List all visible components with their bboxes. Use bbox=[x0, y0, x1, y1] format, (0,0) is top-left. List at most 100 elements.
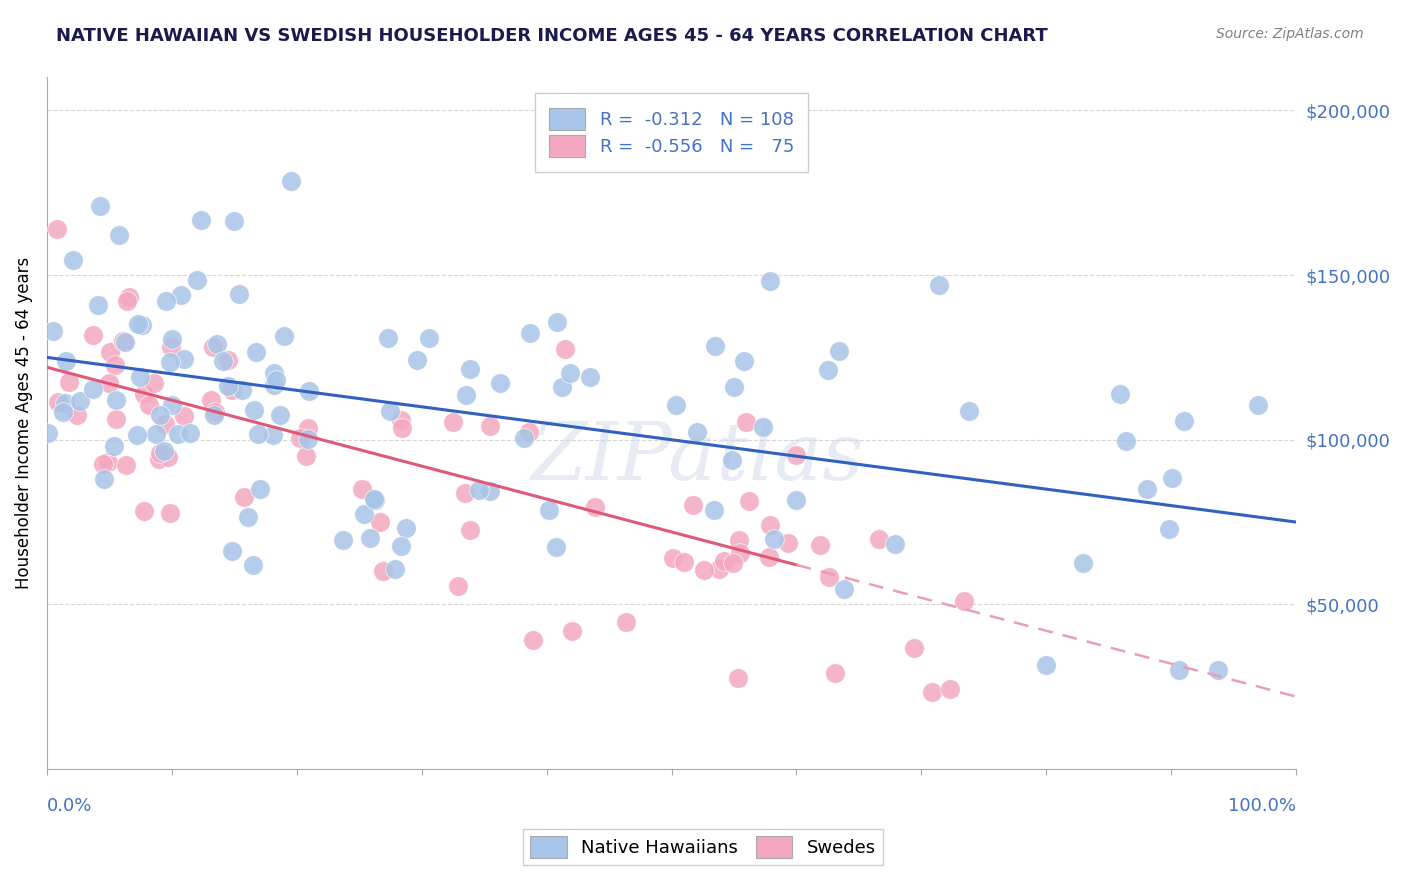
Point bbox=[489, 376, 512, 390]
Point bbox=[758, 549, 780, 564]
Point bbox=[373, 564, 395, 578]
Point bbox=[406, 353, 429, 368]
Point bbox=[160, 340, 183, 354]
Point bbox=[454, 388, 477, 402]
Point bbox=[703, 502, 725, 516]
Point bbox=[364, 493, 387, 508]
Text: ZIPatlas: ZIPatlas bbox=[530, 419, 863, 497]
Point bbox=[149, 445, 172, 459]
Point bbox=[832, 582, 855, 596]
Point bbox=[391, 420, 413, 434]
Point bbox=[1173, 414, 1195, 428]
Legend: Native Hawaiians, Swedes: Native Hawaiians, Swedes bbox=[523, 829, 883, 865]
Point bbox=[537, 503, 560, 517]
Point bbox=[62, 253, 84, 268]
Point bbox=[243, 403, 266, 417]
Point bbox=[173, 409, 195, 423]
Point bbox=[246, 427, 269, 442]
Point bbox=[554, 342, 576, 356]
Point bbox=[103, 439, 125, 453]
Point bbox=[297, 420, 319, 434]
Point bbox=[155, 417, 177, 431]
Point bbox=[952, 594, 974, 608]
Point bbox=[561, 624, 583, 639]
Point bbox=[145, 426, 167, 441]
Point bbox=[721, 556, 744, 570]
Point bbox=[55, 354, 77, 368]
Point bbox=[205, 336, 228, 351]
Point bbox=[217, 353, 239, 368]
Point bbox=[156, 450, 179, 465]
Point bbox=[730, 546, 752, 560]
Point bbox=[231, 383, 253, 397]
Point bbox=[221, 384, 243, 398]
Point bbox=[280, 174, 302, 188]
Point bbox=[166, 427, 188, 442]
Point bbox=[298, 384, 321, 398]
Point bbox=[478, 419, 501, 434]
Point bbox=[350, 482, 373, 496]
Point bbox=[200, 392, 222, 407]
Point bbox=[160, 399, 183, 413]
Point bbox=[1108, 387, 1130, 401]
Point bbox=[662, 551, 685, 566]
Point bbox=[458, 523, 481, 537]
Point bbox=[212, 354, 235, 368]
Point bbox=[266, 372, 288, 386]
Point bbox=[928, 277, 950, 292]
Point bbox=[108, 228, 131, 243]
Point bbox=[115, 294, 138, 309]
Point bbox=[817, 363, 839, 377]
Point bbox=[232, 490, 254, 504]
Point bbox=[522, 632, 544, 647]
Point bbox=[221, 543, 243, 558]
Point bbox=[69, 394, 91, 409]
Point bbox=[378, 404, 401, 418]
Point bbox=[1135, 482, 1157, 496]
Point bbox=[236, 510, 259, 524]
Point bbox=[727, 671, 749, 685]
Point bbox=[58, 375, 80, 389]
Point bbox=[138, 398, 160, 412]
Point bbox=[519, 326, 541, 340]
Point bbox=[665, 398, 688, 412]
Point bbox=[389, 539, 412, 553]
Point bbox=[114, 334, 136, 349]
Point bbox=[707, 562, 730, 576]
Point bbox=[149, 408, 172, 422]
Point bbox=[204, 405, 226, 419]
Point bbox=[105, 411, 128, 425]
Text: 0.0%: 0.0% bbox=[46, 797, 93, 814]
Point bbox=[245, 344, 267, 359]
Point bbox=[579, 370, 602, 384]
Point bbox=[762, 532, 785, 546]
Point bbox=[384, 562, 406, 576]
Point bbox=[228, 286, 250, 301]
Point bbox=[97, 455, 120, 469]
Point bbox=[132, 504, 155, 518]
Point bbox=[262, 428, 284, 442]
Point bbox=[778, 536, 800, 550]
Y-axis label: Householder Income Ages 45 - 64 years: Householder Income Ages 45 - 64 years bbox=[15, 257, 32, 590]
Point bbox=[377, 331, 399, 345]
Point bbox=[363, 492, 385, 507]
Point bbox=[52, 405, 75, 419]
Point bbox=[883, 536, 905, 550]
Point bbox=[519, 425, 541, 439]
Point bbox=[359, 531, 381, 545]
Point bbox=[759, 517, 782, 532]
Point bbox=[544, 540, 567, 554]
Point bbox=[389, 413, 412, 427]
Point bbox=[46, 395, 69, 409]
Point bbox=[173, 351, 195, 366]
Point bbox=[418, 331, 440, 345]
Point bbox=[114, 458, 136, 472]
Text: NATIVE HAWAIIAN VS SWEDISH HOUSEHOLDER INCOME AGES 45 - 64 YEARS CORRELATION CHA: NATIVE HAWAIIAN VS SWEDISH HOUSEHOLDER I… bbox=[56, 27, 1047, 45]
Point bbox=[42, 324, 65, 338]
Point bbox=[242, 558, 264, 572]
Point bbox=[1115, 434, 1137, 448]
Point bbox=[785, 448, 807, 462]
Point bbox=[1168, 663, 1191, 677]
Point bbox=[152, 443, 174, 458]
Point bbox=[939, 681, 962, 696]
